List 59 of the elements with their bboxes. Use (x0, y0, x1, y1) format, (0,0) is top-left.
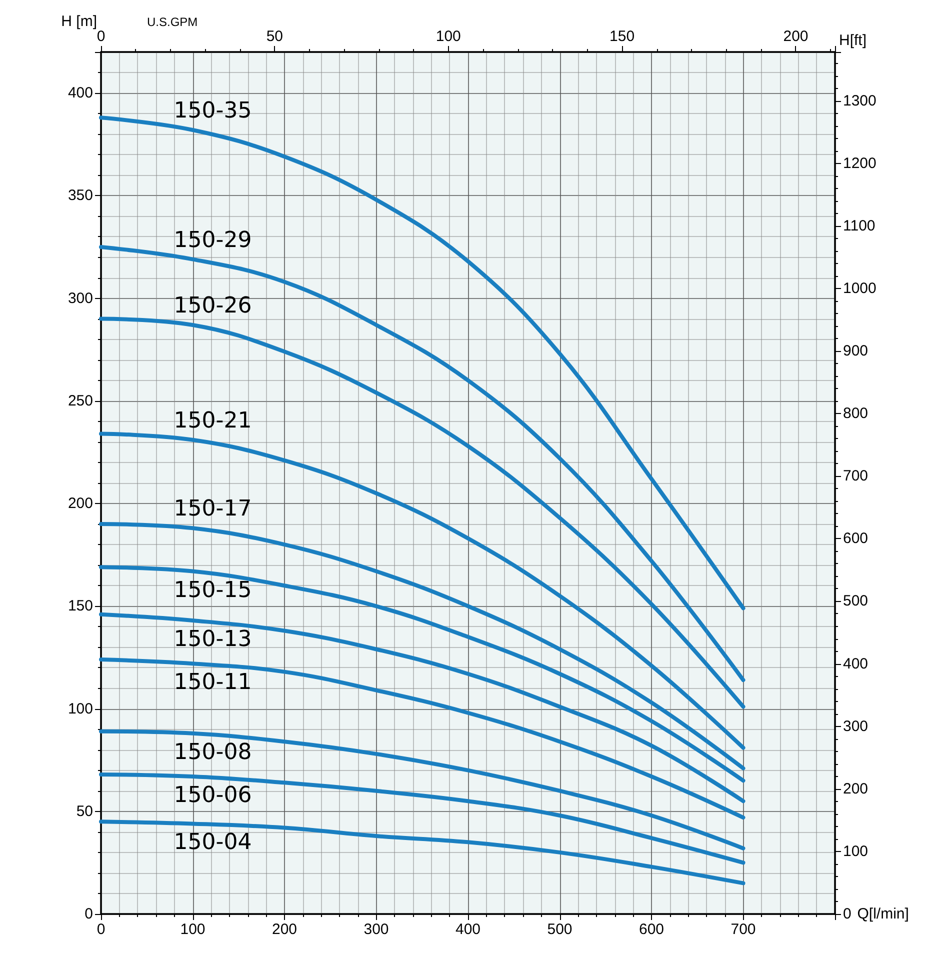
series-label: 150-08 (174, 740, 252, 765)
y2-tick-label: 1200 (843, 154, 876, 172)
line-series (99, 658, 746, 820)
y-tick-label: 0 (84, 906, 93, 922)
line-series (99, 565, 746, 783)
line-series (99, 612, 746, 804)
x-tick-label: 400 (455, 921, 481, 938)
y2-tick-label: 100 (843, 842, 868, 860)
series-label: 150-26 (174, 293, 252, 318)
series-label: 150-11 (174, 670, 252, 696)
x-axis-title: Q[l/min] (857, 906, 909, 922)
x-tick-label: 100 (180, 921, 206, 938)
y-tick-label: 150 (68, 598, 93, 615)
series-label: 150-17 (174, 496, 252, 522)
series-label: 150-13 (174, 627, 252, 652)
y2-tick-label: 400 (843, 655, 868, 672)
series-label: 150-04 (174, 830, 252, 856)
series-label: 150-06 (174, 782, 252, 808)
line-series (99, 522, 746, 770)
series-label: 150-15 (174, 578, 252, 603)
x-tick-label: 0 (96, 921, 106, 938)
line-series (99, 729, 746, 850)
x2-axis-title: U.S.GPM (147, 15, 198, 29)
x2-tick-label: 0 (96, 28, 106, 45)
line-series (99, 820, 746, 886)
y-axis-title: H [m] (61, 13, 97, 30)
line-series (99, 772, 746, 865)
y2-tick-label: 900 (843, 342, 868, 360)
x-tick-label: 200 (272, 921, 298, 938)
y-tick-label: 250 (68, 392, 93, 410)
y2-tick-label: 0 (843, 906, 852, 922)
y2-tick-label: 500 (843, 592, 868, 610)
x2-tick-label: 100 (436, 28, 461, 45)
line-series (99, 316, 746, 709)
x-tick-label: 600 (638, 921, 664, 938)
x-tick-label: 300 (364, 921, 389, 938)
x2-tick-label: 50 (266, 28, 284, 45)
y2-axis-title: H[ft] (839, 32, 867, 49)
series-label: 150-29 (174, 228, 252, 253)
y-tick-label: 300 (68, 290, 93, 307)
x-tick-label: 700 (730, 921, 756, 938)
series-label: 150-21 (174, 408, 252, 434)
y2-tick-label: 800 (843, 405, 868, 422)
x2-tick-label: 150 (610, 28, 635, 45)
series-label: 150-35 (174, 98, 252, 124)
y2-tick-label: 600 (843, 530, 868, 548)
y2-tick-label: 200 (843, 780, 868, 798)
y-tick-label: 350 (68, 187, 93, 204)
y2-tick-label: 700 (843, 468, 868, 485)
y2-tick-label: 1300 (843, 92, 876, 110)
y2-tick-label: 1000 (843, 280, 876, 297)
y-tick-label: 100 (68, 700, 93, 718)
x-tick-label: 500 (547, 921, 572, 938)
y-tick-label: 200 (68, 495, 93, 512)
y-tick-label: 50 (76, 802, 93, 820)
y2-tick-label: 1100 (843, 217, 876, 234)
y2-tick-label: 300 (843, 718, 868, 735)
y-tick-label: 400 (68, 84, 93, 102)
x2-tick-label: 200 (783, 28, 808, 45)
